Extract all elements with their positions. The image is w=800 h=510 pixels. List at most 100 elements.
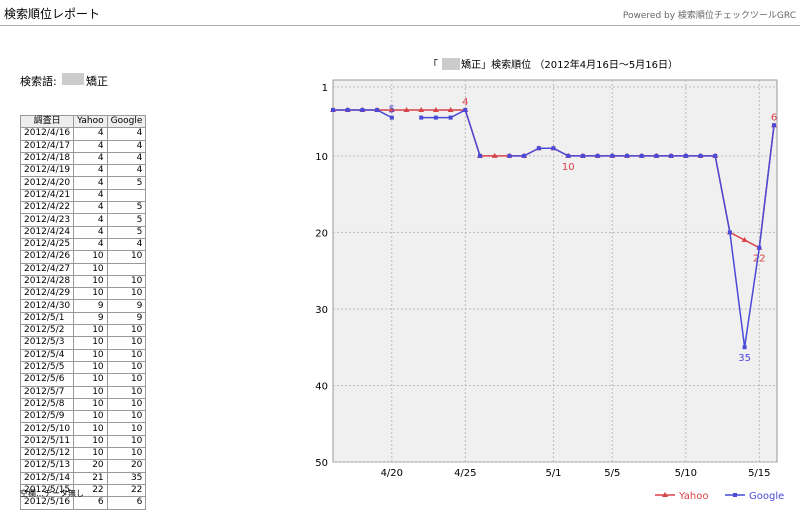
table-row: 2012/4/24 4 5 (19, 225, 147, 239)
table-cell: 4 (106, 139, 147, 153)
search-term: 矯正 (86, 75, 108, 88)
table-row: 2012/4/18 4 4 (19, 151, 147, 166)
y-tick-label: 50 (315, 458, 328, 469)
marker (491, 152, 498, 158)
value-label: 5 (389, 105, 395, 116)
table-cell: 4 (73, 201, 108, 215)
table-row: 2012/5/5 10 10 (19, 360, 147, 375)
table-cell: 4 (73, 151, 108, 166)
table-cell: 2012/4/20 (19, 176, 75, 190)
column-header: Google (106, 114, 147, 129)
marker (522, 153, 527, 158)
search-label: 検索語: (20, 75, 57, 88)
marker (698, 153, 703, 158)
x-tick-label: 4/25 (454, 468, 476, 479)
x-tick-label: 5/5 (604, 468, 620, 479)
value-label: 35 (738, 353, 751, 364)
table-row: 2012/5/13 20 20 (19, 459, 147, 473)
x-tick-label: 5/1 (545, 468, 561, 479)
rank-table: 調査日 Yahoo Google 2012/4/16 4 4 2012/4/17 4 4 2012… (19, 114, 147, 510)
marker (360, 107, 365, 112)
legend-label: Google (749, 491, 784, 502)
marker (331, 107, 335, 112)
marker (741, 237, 748, 243)
x-tick-label: 5/10 (675, 468, 697, 479)
table-cell (106, 188, 147, 203)
marker (507, 153, 512, 158)
value-label: 6 (771, 112, 777, 123)
table-row: 2012/5/2 10 10 (19, 324, 147, 338)
x-tick-label: 4/20 (381, 468, 403, 479)
header-powered: Powered by 検索順位チェックツールGRC (622, 11, 796, 21)
table-cell: 4 (106, 151, 147, 166)
x-tick-label: 5/15 (748, 468, 770, 479)
table-cell: 2012/4/17 (19, 139, 75, 153)
marker (625, 153, 629, 158)
marker (551, 146, 556, 151)
marker (654, 153, 659, 158)
redaction (62, 73, 84, 85)
table-cell: 2012/4/21 (19, 188, 75, 203)
marker (757, 245, 762, 250)
table-cell: 4 (73, 188, 108, 203)
table-row: 2012/5/11 10 10 (19, 434, 147, 449)
table-row: 2012/5/14 21 35 (19, 471, 147, 485)
table-cell: 2012/4/25 (19, 237, 75, 252)
marker (669, 153, 674, 158)
marker (432, 106, 439, 112)
marker (389, 115, 394, 120)
table-cell: 5 (106, 201, 147, 215)
table-cell: 2012/4/22 (19, 201, 75, 215)
table-cell: 5 (106, 213, 147, 227)
table-cell: 2012/4/18 (19, 151, 75, 166)
table-cell: 2012/4/23 (19, 213, 75, 227)
table-cell: 5 (106, 225, 147, 239)
marker (639, 153, 644, 158)
marker (418, 106, 425, 112)
marker (742, 345, 747, 350)
marker (419, 115, 424, 120)
plot-area (332, 79, 778, 463)
table-cell: 2012/4/24 (19, 225, 75, 239)
table-row: 2012/5/9 10 10 (19, 410, 147, 424)
marker (727, 230, 732, 235)
table-cell: 2012/4/16 (19, 127, 75, 141)
value-label: 4 (462, 97, 468, 108)
chart-title: 「 矯正」検索順位 （2012年4月16日～5月16日） (428, 58, 678, 71)
marker (566, 153, 571, 158)
y-tick-label: 40 (315, 381, 328, 392)
marker (595, 153, 600, 158)
marker (447, 106, 454, 112)
header-rule (0, 25, 800, 26)
marker (478, 153, 482, 158)
table-row: 2012/5/1 9 9 (19, 311, 147, 326)
marker (388, 106, 395, 112)
marker (375, 107, 380, 112)
legend-label: Yahoo (678, 491, 708, 502)
marker (448, 115, 453, 120)
redaction (442, 58, 460, 70)
marker (463, 107, 468, 112)
marker (683, 153, 688, 158)
table-row: 2012/4/19 4 4 (19, 164, 147, 178)
table-row: 2012/4/22 4 5 (19, 201, 147, 215)
marker (536, 146, 541, 151)
table-row: 2012/5/15 22 22 (19, 483, 147, 498)
marker (713, 153, 718, 158)
legend-marker (733, 493, 737, 497)
marker (772, 123, 776, 128)
table-row: 2012/4/17 4 4 (19, 139, 147, 153)
y-tick-label: 10 (315, 152, 328, 163)
y-tick-label: 1 (322, 83, 328, 94)
table-cell: 2012/4/19 (19, 164, 75, 178)
y-tick-label: 30 (315, 305, 328, 316)
table-row: 2012/4/23 4 5 (19, 213, 147, 227)
value-label: 10 (562, 162, 575, 173)
legend-marker (662, 492, 668, 497)
table-cell: 22 (106, 483, 147, 498)
marker (403, 106, 410, 112)
table-cell: 4 (106, 237, 147, 252)
note: 空欄…データ無し (20, 489, 84, 498)
